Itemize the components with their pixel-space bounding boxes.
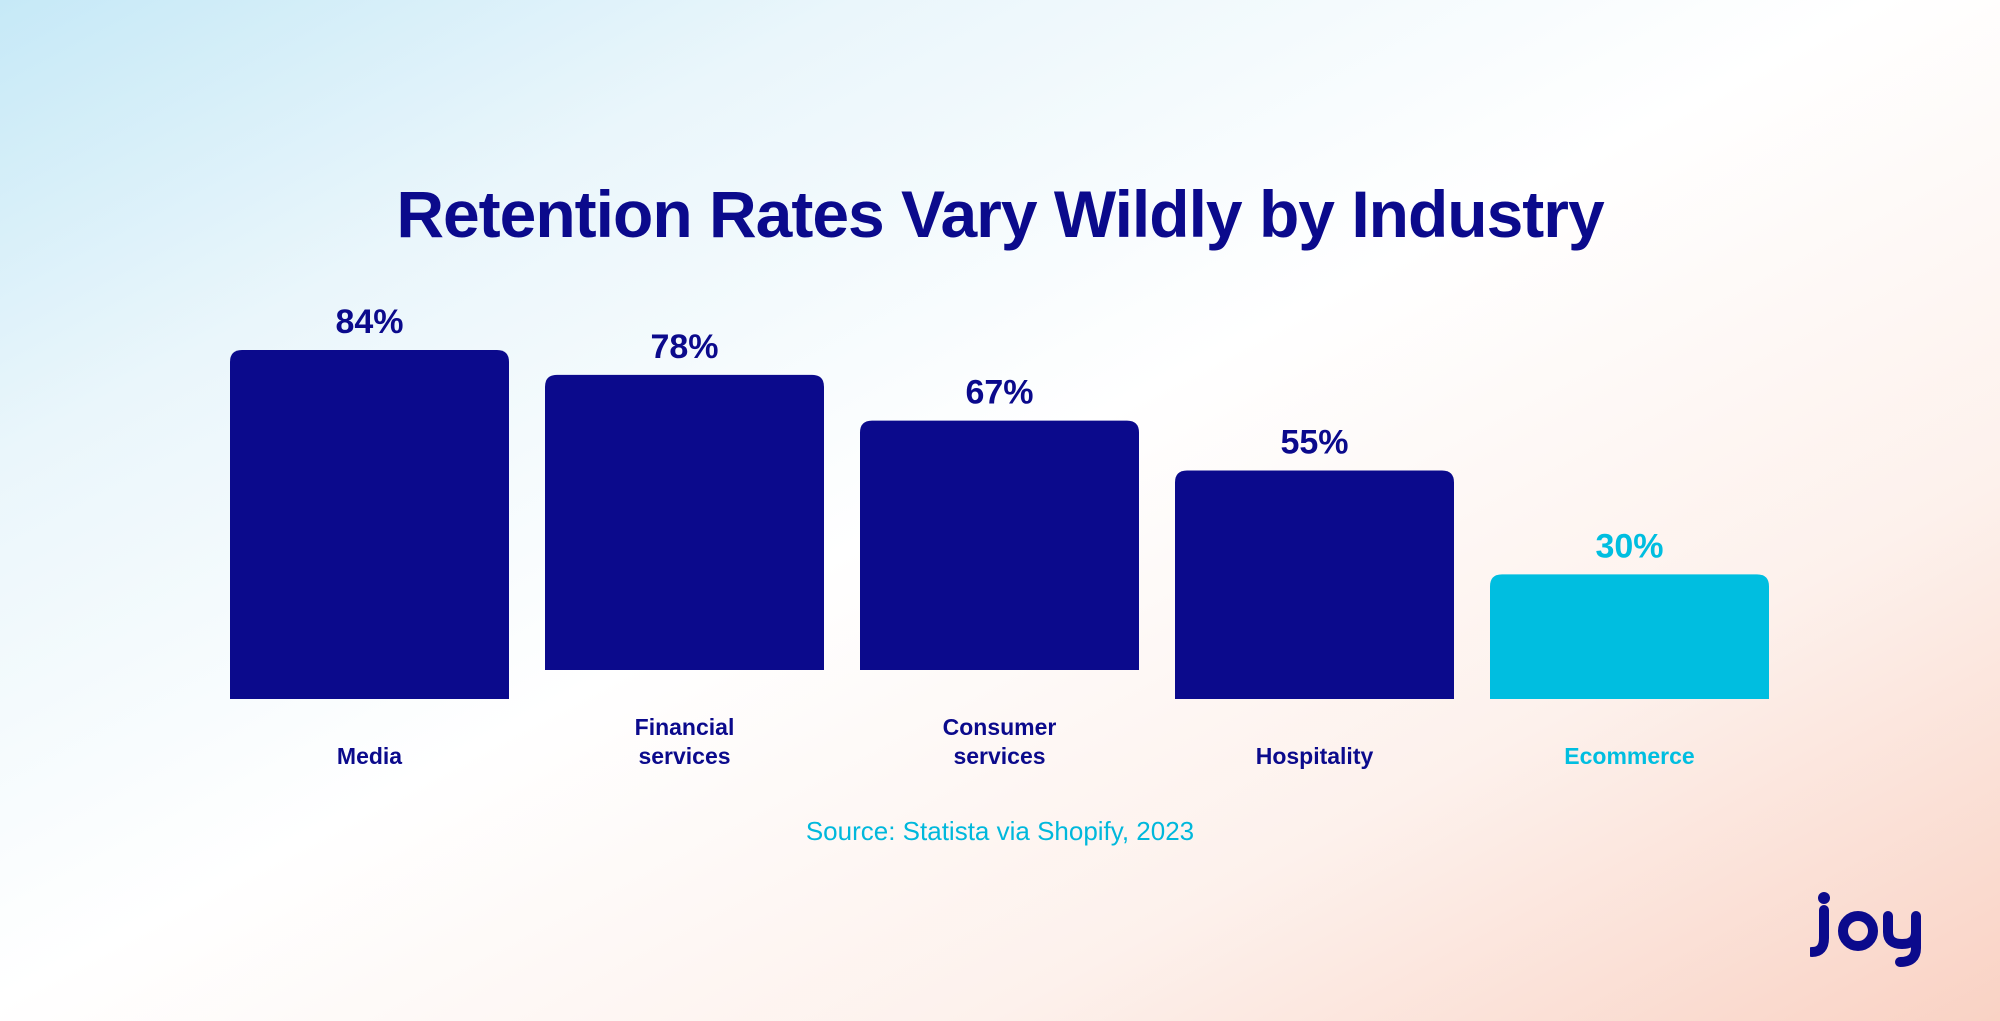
bar-media: [230, 350, 509, 699]
category-label-line: Ecommerce: [1564, 743, 1694, 769]
value-label: 55%: [1280, 423, 1348, 461]
category-label: Financial services: [635, 714, 735, 769]
category-label-line: Hospitality: [1256, 743, 1374, 769]
category-label-line: Financial: [635, 714, 735, 740]
bar-financial-services: [545, 374, 824, 670]
value-label: 84%: [335, 303, 403, 341]
category-label-line: Consumer: [943, 714, 1057, 740]
chart-title: Retention Rates Vary Wildly by Industry: [396, 177, 1604, 251]
bar-ecommerce: [1490, 574, 1769, 699]
category-label: Ecommerce: [1564, 743, 1694, 769]
category-label-line: Media: [337, 743, 402, 769]
value-label: 67%: [965, 374, 1033, 412]
value-label: 78%: [650, 328, 718, 366]
joy-logo: [1810, 892, 1921, 967]
category-label-line: services: [953, 743, 1045, 769]
category-label: Hospitality: [1256, 743, 1374, 769]
category-label-line: services: [638, 743, 730, 769]
category-label: Consumer services: [943, 714, 1057, 769]
bar-hospitality: [1175, 470, 1454, 699]
bar-consumer-services: [860, 420, 1139, 670]
value-label: 30%: [1595, 527, 1663, 565]
source-note: Source: Statista via Shopify, 2023: [805, 816, 1195, 846]
category-label: Media: [337, 743, 402, 769]
